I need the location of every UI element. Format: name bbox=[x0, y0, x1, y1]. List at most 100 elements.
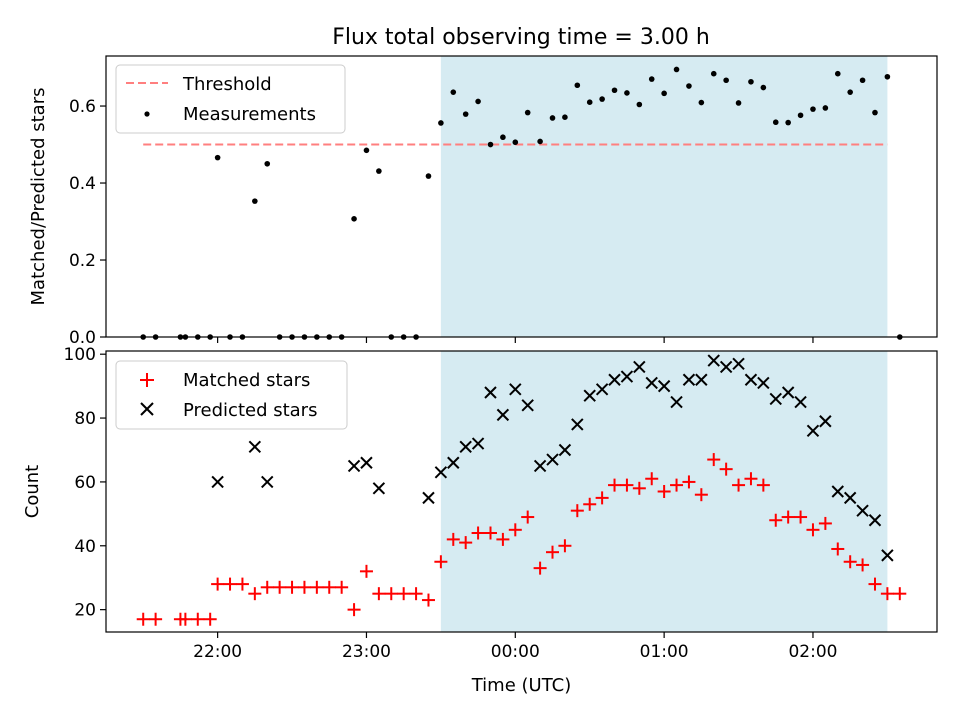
predicted-star-point bbox=[211, 475, 224, 489]
matched-star-point bbox=[657, 485, 671, 498]
matched-star-point bbox=[397, 587, 411, 601]
measurement-point bbox=[797, 112, 804, 119]
predicted-star-point bbox=[360, 456, 373, 469]
predicted-star-point bbox=[744, 373, 758, 386]
bottom-xtick-label: 22:00 bbox=[193, 642, 242, 662]
measurement-point bbox=[785, 119, 791, 126]
matched-star-point bbox=[359, 564, 373, 578]
bottom-legend-box bbox=[115, 360, 348, 430]
matched-star-point bbox=[756, 478, 770, 492]
measurement-point bbox=[710, 70, 717, 77]
measurement-point bbox=[524, 109, 531, 116]
top-ytick-label: 0.0 bbox=[69, 328, 96, 348]
matched-star-point bbox=[409, 587, 423, 601]
bottom-ytick-label: 20 bbox=[74, 601, 96, 621]
predicted-star-point bbox=[571, 418, 584, 431]
bottom-xtick-label: 01:00 bbox=[640, 642, 689, 662]
predicted-star-point bbox=[484, 386, 497, 399]
matched-star-point bbox=[347, 603, 361, 617]
measurement-point bbox=[586, 99, 593, 105]
predicted-star-point bbox=[682, 373, 696, 386]
measurement-point bbox=[562, 114, 568, 121]
matched-star-point bbox=[496, 532, 510, 546]
matched-star-point bbox=[260, 580, 274, 594]
chart-title: Flux total observing time = 3.00 h bbox=[332, 25, 710, 50]
matched-star-point bbox=[297, 580, 311, 594]
x-axis-label: Time (UTC) bbox=[471, 675, 572, 696]
bottom-xtick-label: 02:00 bbox=[788, 642, 837, 662]
measurement-point bbox=[363, 147, 370, 154]
measurement-point bbox=[475, 98, 481, 105]
predicted-star-point bbox=[509, 383, 522, 396]
predicted-star-point bbox=[657, 379, 671, 393]
matched-star-point bbox=[546, 545, 560, 559]
matched-star-point bbox=[421, 593, 435, 607]
matched-star-point bbox=[508, 523, 522, 537]
predicted-star-point bbox=[533, 459, 547, 473]
legend-predicted-swatch bbox=[140, 402, 154, 416]
predicted-star-point bbox=[434, 466, 448, 479]
top-x-ticks bbox=[217, 337, 814, 343]
matched-star-point bbox=[831, 542, 845, 556]
top-shaded-span bbox=[440, 56, 888, 337]
predicted-star-point bbox=[695, 373, 708, 386]
predicted-star-point bbox=[806, 424, 820, 438]
predicted-star-point bbox=[732, 357, 745, 370]
predicted-star-point bbox=[831, 485, 844, 498]
matched-star-point bbox=[794, 510, 808, 524]
measurement-point bbox=[512, 139, 519, 146]
predicted-star-point bbox=[881, 549, 894, 562]
matched-star-point bbox=[310, 580, 324, 594]
predicted-star-point bbox=[447, 456, 460, 469]
matched-star-point bbox=[868, 577, 882, 591]
top-ytick-label: 0.6 bbox=[69, 97, 96, 117]
matched-star-point bbox=[471, 526, 485, 540]
matched-star-point bbox=[434, 555, 448, 569]
measurement-point bbox=[760, 84, 767, 91]
measurement-point bbox=[624, 90, 630, 96]
predicted-star-point bbox=[558, 443, 572, 457]
matched-star-point bbox=[645, 472, 659, 486]
predicted-star-point bbox=[496, 408, 510, 422]
matched-stars-points bbox=[136, 453, 907, 626]
predicted-stars-points bbox=[211, 354, 894, 562]
legend-matched-swatch bbox=[140, 373, 154, 387]
measurement-point bbox=[884, 73, 891, 80]
predicted-star-point bbox=[719, 360, 733, 374]
matched-star-point bbox=[558, 539, 572, 553]
measurement-point bbox=[574, 82, 581, 89]
matched-star-point bbox=[235, 577, 249, 591]
predicted-star-point bbox=[819, 415, 832, 428]
measurement-point bbox=[822, 105, 829, 111]
matched-star-point bbox=[893, 587, 907, 601]
bottom-ytick-label: 80 bbox=[74, 409, 96, 429]
matched-star-point bbox=[521, 510, 535, 524]
matched-star-point bbox=[843, 555, 857, 569]
matched-star-point bbox=[744, 472, 758, 486]
bottom-legend: Matched stars Predicted stars bbox=[115, 360, 348, 430]
predicted-star-point bbox=[372, 482, 386, 495]
predicted-star-point bbox=[645, 376, 658, 390]
legend-measurements-label: Measurements bbox=[183, 104, 316, 125]
measurement-point bbox=[376, 168, 382, 174]
bottom-y-axis-label: Count bbox=[22, 465, 43, 518]
matched-star-point bbox=[769, 513, 783, 527]
measurement-point bbox=[549, 115, 556, 121]
matched-star-point bbox=[285, 580, 299, 594]
predicted-star-point bbox=[546, 453, 559, 466]
matched-star-point bbox=[880, 587, 894, 601]
predicted-star-point bbox=[620, 370, 634, 383]
matched-star-point bbox=[781, 510, 795, 524]
predicted-star-point bbox=[459, 440, 472, 454]
bottom-ytick-label: 100 bbox=[64, 345, 96, 365]
matched-star-point bbox=[707, 453, 721, 467]
top-legend: Threshold Measurements bbox=[115, 64, 346, 134]
bottom-xtick-label: 00:00 bbox=[491, 642, 540, 662]
measurement-point bbox=[673, 66, 680, 73]
matched-star-point bbox=[459, 536, 473, 550]
measurement-point bbox=[462, 111, 469, 117]
top-axes-frame bbox=[105, 55, 938, 338]
legend-threshold-label: Threshold bbox=[182, 74, 272, 95]
measurement-point bbox=[500, 134, 506, 141]
